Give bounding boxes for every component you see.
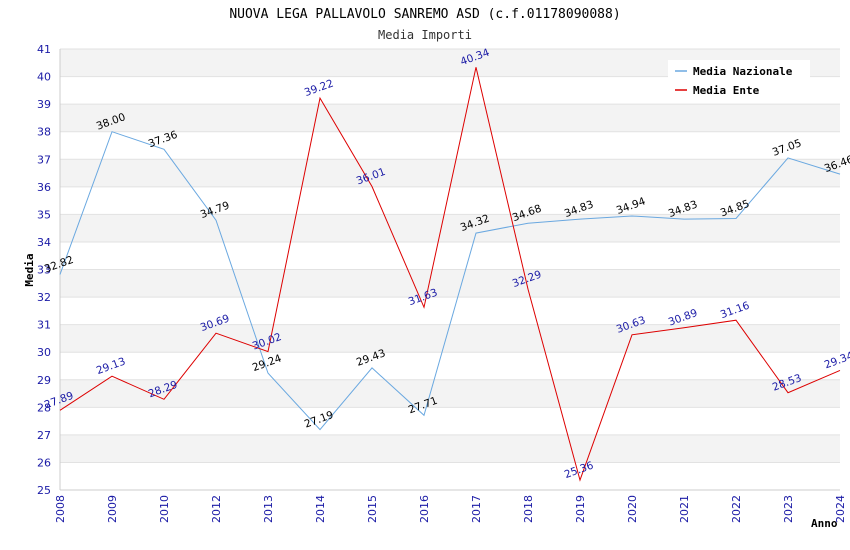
x-tick-label: 2023 [782,495,795,523]
chart-subtitle: Media Importi [378,28,472,42]
x-tick-label: 2012 [210,495,223,523]
grid-band [60,324,840,353]
grid-band [60,186,840,215]
y-tick-label: 32 [37,291,51,304]
grid-band [60,462,840,490]
grid-band [60,434,840,463]
legend-label: Media Ente [693,84,760,97]
grid-band [60,131,840,160]
legend-label: Media Nazionale [693,65,793,78]
legend-box [668,60,810,102]
y-axis-ticks: 25 26 27 28 29 30 31 32 33 34 35 36 37 38 39 40 41 [37,43,51,497]
y-tick-label: 31 [37,319,51,332]
grid-band [60,379,840,408]
x-tick-label: 2024 [834,495,847,523]
y-axis-title: Media [23,253,36,286]
y-tick-label: 41 [37,43,51,56]
grid-band [60,159,840,187]
grid-band [60,297,840,325]
legend: Media Nazionale Media Ente [668,60,810,102]
y-tick-label: 40 [37,71,51,84]
x-tick-label: 2022 [730,495,743,523]
grid-band [60,104,840,132]
x-tick-label: 2015 [366,495,379,523]
y-tick-label: 37 [37,153,51,166]
series-line [59,67,841,482]
grid-band [60,352,840,380]
y-tick-label: 38 [37,126,51,139]
y-tick-label: 39 [37,98,51,111]
grid-band [60,269,840,298]
x-tick-label: 2020 [626,495,639,523]
y-tick-label: 36 [37,181,51,194]
x-tick-label: 2009 [106,495,119,523]
x-axis-ticks: 2008 2009 2010 2012 2013 2014 2015 2016 2017 2018… [54,495,847,523]
y-tick-label: 30 [37,346,51,359]
x-tick-label: 2010 [158,495,171,523]
x-tick-label: 2014 [314,495,327,523]
x-tick-label: 2021 [678,495,691,523]
y-tick-label: 33 [37,264,51,277]
chart-title: NUOVA LEGA PALLAVOLO SANREMO ASD (c.f.01… [229,7,620,22]
x-tick-label: 2017 [470,495,483,523]
x-axis-title: Anno [811,517,838,530]
y-tick-label: 25 [37,484,51,497]
grid-band [60,407,840,435]
grid-bands [60,48,840,491]
x-tick-label: 2013 [262,495,275,523]
x-tick-label: 2019 [574,495,587,523]
x-tick-label: 2016 [418,495,431,523]
y-tick-label: 34 [37,236,51,249]
series-line [59,131,841,431]
y-tick-label: 29 [37,374,51,387]
grid-band [60,241,840,270]
y-tick-label: 35 [37,208,51,221]
x-tick-label: 2018 [522,495,535,523]
x-tick-label: 2008 [54,495,67,523]
y-tick-label: 28 [37,401,51,414]
y-tick-label: 26 [37,456,51,469]
y-tick-label: 27 [37,429,51,442]
